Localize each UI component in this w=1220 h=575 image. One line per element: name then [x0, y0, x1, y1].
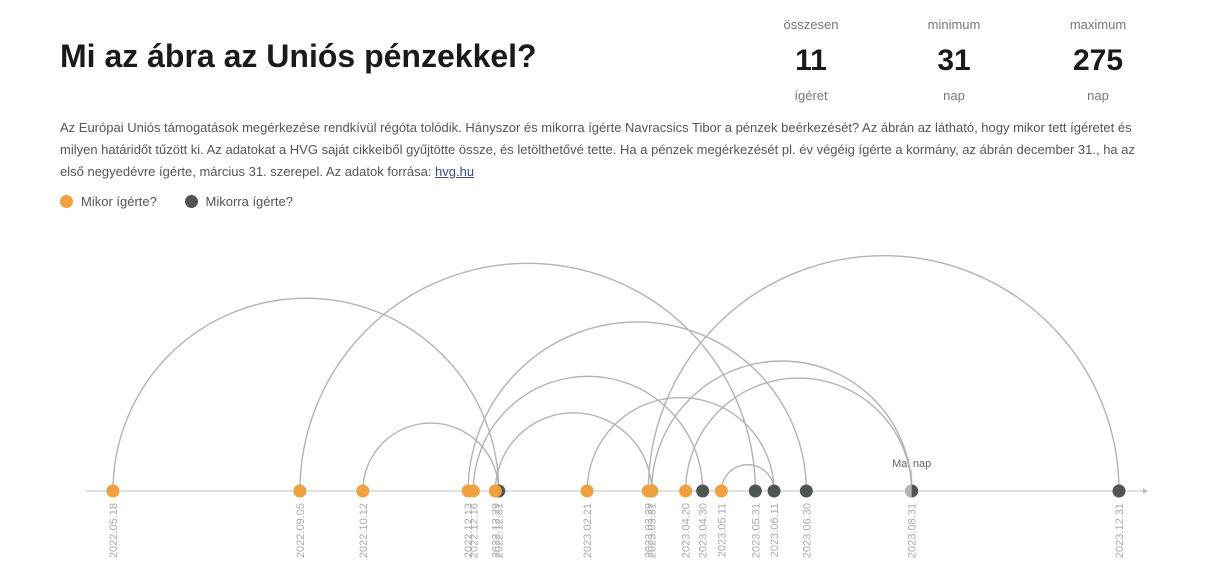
- today-label: Mai nap: [892, 458, 931, 470]
- legend-label-promise-made: Mikor ígérte?: [81, 194, 157, 209]
- tick-label: 2023.04.30: [698, 503, 710, 558]
- legend-item-promise-made: Mikor ígérte?: [60, 194, 157, 209]
- deadline-point: [748, 484, 762, 498]
- deadline-point: [696, 484, 710, 498]
- deadline-point: [1112, 484, 1126, 498]
- legend-item-deadline: Mikorra ígérte?: [184, 194, 293, 209]
- promise-made-point: [679, 484, 693, 498]
- tick-label: 2023.04.20: [681, 503, 693, 558]
- promise-made-point: [293, 484, 307, 498]
- legend-dot-orange: [60, 195, 73, 208]
- tick-label: 2022.05.18: [108, 503, 120, 558]
- promise-arc: [299, 262, 757, 492]
- deadline-point: [799, 484, 813, 498]
- tick-label: 2022.12.16: [468, 503, 480, 558]
- tick-label: 2023.08.31: [907, 503, 919, 558]
- promise-arc: [494, 412, 653, 492]
- description: Az Európai Uniós támogatások megérkezése…: [60, 117, 1160, 183]
- tick-label: 2023.05.31: [750, 503, 762, 558]
- stat-maximum-value: 275: [1072, 44, 1124, 77]
- stat-maximum-label: maximum: [1069, 17, 1127, 32]
- promise-made-point: [106, 484, 120, 498]
- promise-made-point: [488, 484, 502, 498]
- stat-maximum: maximum 275 nap: [1038, 14, 1158, 106]
- tick-label: 2022.09.05: [295, 503, 307, 558]
- tick-label: 2022.12.13: [463, 503, 475, 558]
- promise-arc: [684, 377, 913, 492]
- tick-label: 2023.03.29: [643, 503, 655, 558]
- x-axis-arrow: [1143, 488, 1148, 494]
- promise-made-point: [466, 484, 480, 498]
- promise-arc: [362, 422, 500, 492]
- legend-label-deadline: Mikorra ígérte?: [205, 194, 293, 209]
- today-point-half: [905, 484, 912, 498]
- promise-arc: [112, 297, 500, 492]
- stat-minimum-value: 31: [937, 44, 971, 77]
- arc-chart: Mai nap 2022.05.18 2022.09.05 2022.10.12 202…: [86, 254, 1148, 558]
- tick-label: 2023.06.30: [801, 503, 813, 558]
- stat-minimum: minimum 31 nap: [894, 14, 1014, 106]
- stat-total-value: 11: [795, 44, 827, 77]
- source-link[interactable]: hvg.hu: [435, 164, 475, 179]
- promise-arc: [586, 397, 775, 492]
- promise-arc: [467, 321, 808, 492]
- stat-maximum-unit: nap: [1087, 88, 1109, 103]
- stat-total-unit: ígéret: [794, 88, 828, 103]
- tick-label: 2022.10.12: [358, 503, 370, 558]
- stat-total: összesen 11 ígéret: [751, 14, 871, 106]
- promise-arc: [647, 254, 1120, 492]
- promise-made-point: [356, 484, 370, 498]
- promise-made-point: [580, 484, 594, 498]
- tick-label: 2023.03.31: [647, 503, 659, 558]
- tick-label: 2022.12.29: [490, 503, 502, 558]
- stats-panel: összesen 11 ígéret minimum 31 nap maximu…: [760, 14, 1170, 110]
- promise-arc: [650, 360, 913, 492]
- page-title: Mi az ábra az Uniós pénzekkel?: [60, 38, 537, 74]
- promise-made-point: [714, 484, 728, 498]
- promise-arc: [720, 463, 775, 492]
- tick-label: 2022.12.31: [494, 503, 506, 558]
- stat-total-label: összesen: [783, 17, 839, 32]
- tick-label: 2023.06.11: [769, 503, 781, 557]
- tick-label: 2023.05.11: [716, 503, 728, 557]
- tick-label: 2023.12.31: [1114, 503, 1126, 558]
- promise-arc: [472, 375, 704, 492]
- stat-minimum-unit: nap: [943, 88, 965, 103]
- tick-label: 2023.02.21: [582, 503, 594, 558]
- stat-minimum-label: minimum: [927, 17, 981, 32]
- deadline-point: [767, 484, 781, 498]
- legend-dot-dark: [184, 195, 198, 208]
- description-text: Az Európai Uniós támogatások megérkezése…: [60, 120, 1136, 179]
- promise-made-point: [645, 484, 659, 498]
- legend: Mikor ígérte? Mikorra ígérte?: [60, 194, 317, 209]
